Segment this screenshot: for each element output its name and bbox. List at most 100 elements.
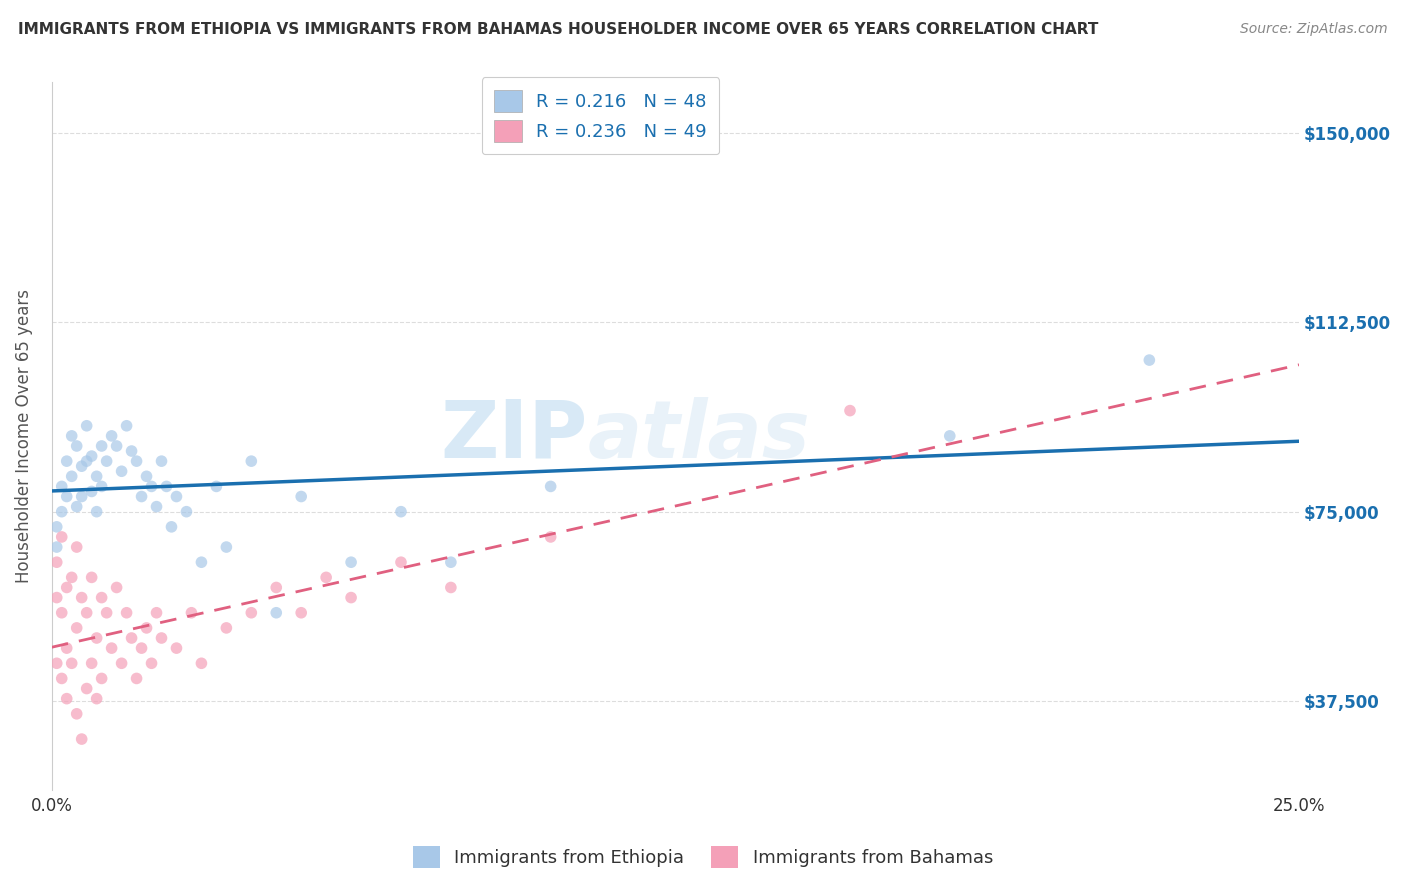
Point [215, 540, 238, 554]
Point [66, 706, 89, 721]
Point [45, 555, 67, 569]
Point [340, 555, 363, 569]
Point [110, 657, 132, 671]
Point [290, 490, 312, 504]
Point [215, 621, 238, 635]
Point [96, 454, 118, 468]
Point [51, 530, 73, 544]
Point [264, 606, 287, 620]
Point [176, 505, 198, 519]
Point [66, 439, 89, 453]
Point [121, 631, 143, 645]
Point [125, 672, 148, 686]
Point [131, 490, 153, 504]
Point [51, 505, 73, 519]
Point [45, 657, 67, 671]
Point [110, 464, 132, 478]
Point [240, 606, 263, 620]
Point [55, 641, 77, 656]
Point [100, 641, 122, 656]
Text: ZIP: ZIP [441, 397, 588, 475]
Point [145, 606, 167, 620]
Point [150, 454, 173, 468]
Point [180, 606, 202, 620]
Point [540, 479, 562, 493]
Point [540, 530, 562, 544]
Point [100, 429, 122, 443]
Point [45, 591, 67, 605]
Point [190, 657, 212, 671]
Point [76, 681, 98, 696]
Point [55, 691, 77, 706]
Point [86, 505, 108, 519]
Point [60, 469, 83, 483]
Point [96, 606, 118, 620]
Point [60, 657, 83, 671]
Point [131, 641, 153, 656]
Point [76, 606, 98, 620]
Point [90, 672, 112, 686]
Point [76, 418, 98, 433]
Point [60, 570, 83, 584]
Point [70, 459, 93, 474]
Point [290, 606, 312, 620]
Text: Source: ZipAtlas.com: Source: ZipAtlas.com [1240, 22, 1388, 37]
Point [86, 691, 108, 706]
Point [150, 631, 173, 645]
Text: atlas: atlas [588, 397, 811, 475]
Point [70, 490, 93, 504]
Text: IMMIGRANTS FROM ETHIOPIA VS IMMIGRANTS FROM BAHAMAS HOUSEHOLDER INCOME OVER 65 Y: IMMIGRANTS FROM ETHIOPIA VS IMMIGRANTS F… [18, 22, 1098, 37]
Point [66, 540, 89, 554]
Point [839, 403, 862, 417]
Point [115, 606, 138, 620]
Legend: Immigrants from Ethiopia, Immigrants from Bahamas: Immigrants from Ethiopia, Immigrants fro… [402, 835, 1004, 879]
Point [160, 520, 183, 534]
Point [60, 429, 83, 443]
Point [55, 454, 77, 468]
Point [141, 657, 163, 671]
Point [315, 570, 337, 584]
Point [55, 490, 77, 504]
Point [80, 657, 103, 671]
Point [66, 500, 89, 514]
Point [389, 505, 412, 519]
Point [190, 555, 212, 569]
Point [440, 581, 463, 595]
Point [264, 581, 287, 595]
Point [389, 555, 412, 569]
Point [51, 606, 73, 620]
Point [86, 469, 108, 483]
Point [1137, 353, 1160, 368]
Point [90, 439, 112, 453]
Legend: R = 0.216   N = 48, R = 0.236   N = 49: R = 0.216 N = 48, R = 0.236 N = 49 [482, 77, 720, 154]
Point [55, 581, 77, 595]
Point [51, 672, 73, 686]
Y-axis label: Householder Income Over 65 years: Householder Income Over 65 years [15, 289, 32, 582]
Point [90, 479, 112, 493]
Point [166, 490, 188, 504]
Point [135, 469, 157, 483]
Point [240, 454, 263, 468]
Point [80, 570, 103, 584]
Point [66, 621, 89, 635]
Point [80, 484, 103, 499]
Point [155, 479, 177, 493]
Point [340, 591, 363, 605]
Point [121, 444, 143, 458]
Point [166, 641, 188, 656]
Point [115, 418, 138, 433]
Point [70, 732, 93, 747]
Point [141, 479, 163, 493]
Point [105, 439, 128, 453]
Point [45, 520, 67, 534]
Point [440, 555, 463, 569]
Point [51, 479, 73, 493]
Point [80, 449, 103, 463]
Point [135, 621, 157, 635]
Point [105, 581, 128, 595]
Point [939, 429, 962, 443]
Point [90, 591, 112, 605]
Point [45, 540, 67, 554]
Point [86, 631, 108, 645]
Point [145, 500, 167, 514]
